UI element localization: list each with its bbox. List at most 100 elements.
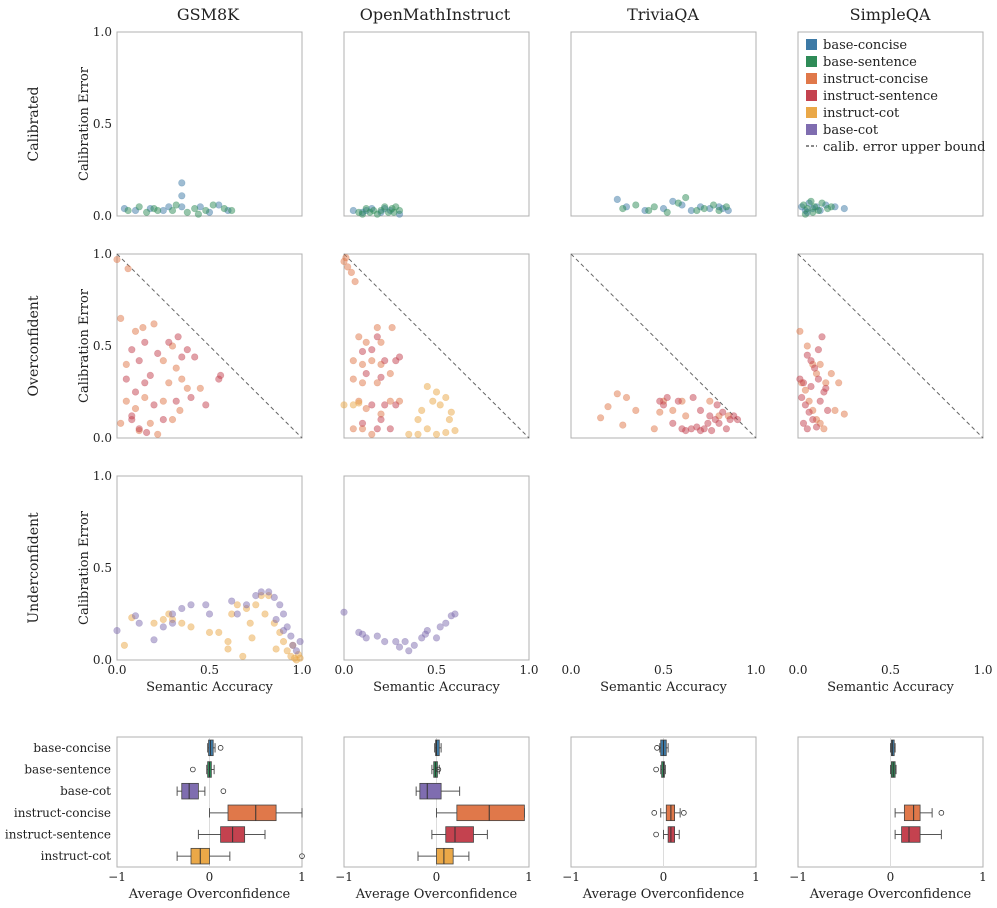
scatter-panels: 0.0 0.5 1.0 Calibration Error 0.0 0.5 1.0 Calib…	[77, 25, 993, 695]
point-instruct-concise	[146, 419, 154, 427]
point-instruct-concise	[122, 360, 130, 369]
legend-item-base-sentence: base-sentence	[806, 55, 917, 70]
point-instruct-concise	[820, 425, 828, 433]
box-x-axis-label: Average Overconfidence	[355, 887, 518, 902]
box-panel-c0: −1 0 1 Average Overconfidence base-concise ba…	[5, 736, 306, 902]
point-instruct-concise	[347, 268, 356, 277]
x-tick-label: 0.5	[654, 663, 673, 677]
box-outlier	[653, 766, 659, 773]
point-instruct-sentence	[801, 401, 810, 409]
box-x-tick-label: −1	[789, 870, 807, 884]
point-base-sentence	[700, 205, 708, 213]
point-base-sentence	[390, 208, 398, 216]
y-tick-label: 1.0	[93, 247, 112, 261]
y-tick-label: 1.0	[93, 469, 112, 483]
point-instruct-cot	[205, 628, 214, 637]
box-iqr	[181, 782, 199, 800]
point-instruct-concise	[351, 278, 359, 286]
x-axis-label: Semantic Accuracy	[827, 680, 954, 695]
point-base-cot	[228, 597, 236, 605]
point-instruct-concise	[358, 360, 367, 369]
box-outlier	[220, 788, 227, 794]
point-instruct-sentence	[150, 401, 158, 409]
point-instruct-sentence	[368, 401, 376, 409]
point-instruct-cot	[246, 619, 254, 627]
point-instruct-sentence	[368, 346, 376, 354]
point-instruct-sentence	[663, 393, 671, 402]
point-base-sentence	[663, 208, 671, 216]
point-instruct-sentence	[733, 416, 742, 424]
point-base-cot	[205, 610, 214, 618]
x-axis-label: Semantic Accuracy	[146, 680, 273, 695]
point-instruct-sentence	[377, 416, 385, 424]
box-base-sentence	[890, 761, 897, 778]
column-titles: GSM8K OpenMathInstruct TriviaQA SimpleQA	[177, 5, 931, 24]
panel-frame	[116, 31, 303, 217]
point-base-sentence	[168, 206, 177, 215]
column-title-triviaqa: TriviaQA	[627, 5, 699, 24]
point-base-cot	[410, 641, 418, 649]
point-instruct-sentence	[814, 346, 823, 354]
point-base-sentence	[818, 199, 826, 207]
point-instruct-cot	[120, 641, 128, 649]
point-instruct-cot	[442, 428, 450, 437]
panel-r0-c0: 0.0 0.5 1.0 Calibration Error	[77, 25, 303, 223]
box-base-cot	[176, 782, 227, 800]
box-base-concise	[654, 739, 669, 757]
point-instruct-sentence	[131, 388, 140, 396]
point-instruct-cot	[340, 401, 348, 409]
point-instruct-concise	[706, 397, 714, 405]
point-instruct-sentence	[165, 338, 173, 346]
point-instruct-sentence	[154, 349, 162, 358]
point-instruct-sentence	[706, 412, 714, 420]
row-labels: Calibrated Overconfident Underconfident	[26, 87, 42, 624]
point-base-cot	[451, 610, 459, 618]
point-instruct-concise	[139, 324, 147, 332]
point-base-sentence	[209, 201, 217, 209]
point-base-cot	[405, 647, 413, 655]
panel-frame	[116, 253, 303, 439]
point-instruct-concise	[349, 357, 357, 365]
point-instruct-cot	[272, 645, 280, 653]
point-instruct-sentence	[719, 408, 727, 416]
point-instruct-concise	[131, 405, 140, 413]
point-instruct-concise	[141, 393, 149, 402]
point-instruct-concise	[117, 314, 125, 323]
point-instruct-sentence	[373, 425, 381, 433]
point-base-cot	[401, 637, 409, 646]
point-base-sentence	[135, 203, 143, 211]
point-instruct-cot	[429, 397, 437, 405]
point-base-cot	[421, 630, 430, 638]
point-instruct-sentence	[381, 357, 389, 365]
point-instruct-concise	[373, 379, 381, 387]
legend-item-bound: calib. error upper bound	[806, 140, 986, 155]
point-instruct-concise	[632, 406, 640, 415]
x-axis-col3: 0.0 0.5 1.0 Semantic Accuracy	[788, 663, 992, 695]
box-category-label: base-sentence	[24, 763, 111, 777]
panel-frame	[343, 31, 530, 217]
y-tick-label: 0.0	[93, 431, 112, 445]
box-marks-c0	[176, 739, 305, 865]
column-title-openmathinstruct: OpenMathInstruct	[360, 5, 511, 24]
box-base-concise	[207, 739, 224, 757]
point-instruct-concise	[669, 406, 677, 415]
box-base-concise	[890, 739, 896, 757]
point-instruct-concise	[386, 370, 394, 378]
box-instruct-concise	[436, 804, 525, 822]
panel-r1-c1	[340, 253, 530, 439]
point-base-cot	[202, 601, 210, 609]
point-instruct-concise	[377, 338, 385, 346]
point-instruct-sentence	[183, 346, 191, 354]
box-marks-c3	[890, 739, 945, 843]
point-base-sentence	[358, 210, 367, 218]
point-instruct-concise	[122, 397, 130, 405]
point-base-cot	[113, 626, 121, 635]
box-panel-c1: −1 0 1 Average Overconfidence	[335, 736, 533, 902]
point-instruct-cot	[279, 637, 288, 646]
point-instruct-sentence	[689, 393, 697, 402]
point-instruct-cot	[296, 654, 304, 662]
point-instruct-cot	[436, 401, 444, 409]
point-instruct-cot	[224, 645, 232, 653]
point-instruct-cot	[447, 408, 455, 416]
box-x-tick-label: 1	[298, 870, 306, 884]
